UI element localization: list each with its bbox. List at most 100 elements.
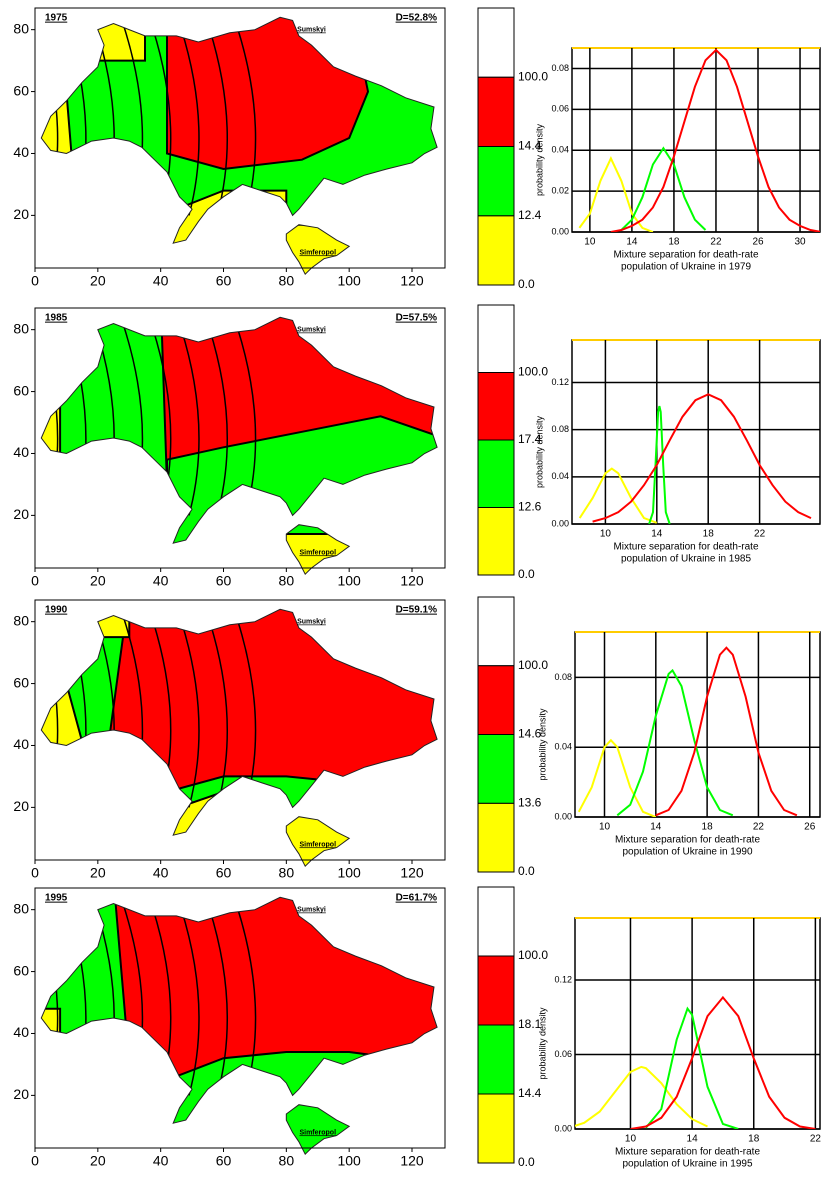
y-tick-label: 40 — [13, 144, 29, 160]
x-tick-label: 18 — [668, 237, 680, 248]
y-tick-label: 0.04 — [551, 145, 569, 155]
map-zone — [41, 1007, 62, 1066]
x-tick-label: 100 — [337, 573, 361, 589]
x-tick-label: 22 — [810, 1134, 822, 1145]
plot-area — [571, 339, 821, 525]
y-tick-label: 20 — [13, 206, 29, 222]
x-tick-label: 60 — [216, 273, 232, 289]
legend-segment — [477, 76, 515, 147]
x-axis-label: Mixture separation for death-rate — [613, 542, 759, 553]
x-tick-label: 14 — [626, 237, 638, 248]
y-axis-label: probability density — [537, 708, 547, 781]
x-tick-label: 100 — [337, 865, 361, 881]
legend-box — [477, 886, 515, 957]
map-d-label: D=52.8% — [396, 13, 438, 24]
x-tick-label: 60 — [216, 573, 232, 589]
x-tick-label: 26 — [804, 822, 816, 833]
legend-label: 18.1 — [518, 1017, 542, 1031]
legend-segment — [477, 734, 515, 804]
legend-segment — [477, 439, 515, 508]
density-line — [578, 467, 658, 524]
y-tick-label: 0.06 — [551, 104, 569, 114]
y-tick-label: 20 — [13, 506, 29, 522]
y-tick-label: 80 — [13, 900, 29, 916]
contour-line — [175, 17, 200, 216]
density-line — [592, 393, 812, 523]
legend-label: 14.4 — [518, 139, 542, 153]
contour-line — [203, 17, 229, 216]
x-tick-label: 14 — [687, 1134, 699, 1145]
map-outline — [285, 224, 351, 276]
map-zone — [41, 317, 169, 486]
legend-label: 14.4 — [518, 1086, 542, 1100]
map-zone — [41, 90, 74, 170]
map-frame — [34, 307, 446, 569]
x-tick-label: 80 — [279, 1153, 295, 1169]
legend-label: 12.6 — [518, 500, 542, 514]
map-year: 1985 — [45, 313, 68, 324]
x-axis-label: population of Ukraine in 1985 — [621, 554, 752, 565]
city-label: Sumskyi — [297, 619, 326, 626]
density-line — [616, 668, 734, 817]
map-regions — [41, 609, 438, 867]
x-tick-label: 120 — [400, 1153, 424, 1169]
x-axis-label: population of Ukraine in 1995 — [622, 1159, 753, 1170]
legend-label: 100.0 — [518, 365, 548, 379]
plot-area — [571, 47, 821, 233]
x-tick-label: 0 — [31, 865, 39, 881]
legend-label: 12.4 — [518, 208, 542, 222]
map-outline — [40, 316, 438, 544]
x-tick-label: 40 — [153, 865, 169, 881]
map-frame — [34, 599, 446, 861]
legend-label: 0.0 — [518, 277, 535, 291]
legend-label: 0.0 — [518, 567, 535, 581]
map-outline — [40, 608, 438, 836]
map-zone — [81, 17, 146, 62]
legend-label: 100.0 — [518, 69, 548, 83]
density-line — [577, 738, 657, 817]
x-tick-label: 30 — [794, 237, 806, 248]
y-tick-label: 0.00 — [551, 518, 569, 528]
x-tick-label: 10 — [584, 237, 596, 248]
plot-lines — [578, 48, 820, 232]
x-tick-label: 22 — [753, 822, 765, 833]
map-frame — [34, 7, 446, 269]
legend-label: 14.6 — [518, 727, 542, 741]
x-tick-label: 120 — [400, 865, 424, 881]
y-tick-label: 0.04 — [554, 742, 572, 752]
city-label: Sumskyi — [297, 327, 326, 334]
y-tick-label: 0.08 — [554, 672, 572, 682]
legend-box — [477, 304, 515, 373]
y-tick-label: 80 — [13, 320, 29, 336]
density-line — [578, 156, 654, 232]
legend-segment — [477, 802, 515, 873]
x-tick-label: 40 — [153, 273, 169, 289]
y-tick-label: 0.08 — [551, 63, 569, 73]
legend-label: 100.0 — [518, 658, 548, 672]
map-outline — [285, 524, 351, 576]
map-zone — [159, 790, 225, 867]
x-tick-label: 0 — [31, 1153, 39, 1169]
x-axis-label: Mixture separation for death-rate — [615, 1147, 761, 1158]
x-tick-label: 10 — [600, 529, 612, 540]
x-tick-label: 120 — [400, 273, 424, 289]
plot-lines — [575, 995, 816, 1129]
map-regions — [41, 897, 438, 1155]
legend-segment — [477, 507, 515, 576]
map-outline — [40, 896, 438, 1124]
x-axis-label: Mixture separation for death-rate — [613, 250, 759, 261]
legend-label: 17.4 — [518, 432, 542, 446]
x-tick-label: 60 — [216, 1153, 232, 1169]
legend-label: 13.6 — [518, 795, 542, 809]
city-label: Simferopol — [299, 549, 336, 556]
map-frame — [34, 887, 446, 1149]
x-tick-label: 22 — [754, 529, 766, 540]
legend-segment — [477, 146, 515, 217]
contour-line — [203, 317, 229, 516]
x-tick-label: 26 — [752, 237, 764, 248]
plot-area — [574, 917, 821, 1130]
x-tick-label: 14 — [651, 529, 663, 540]
contour-line — [203, 897, 229, 1096]
y-tick-label: 60 — [13, 382, 29, 398]
